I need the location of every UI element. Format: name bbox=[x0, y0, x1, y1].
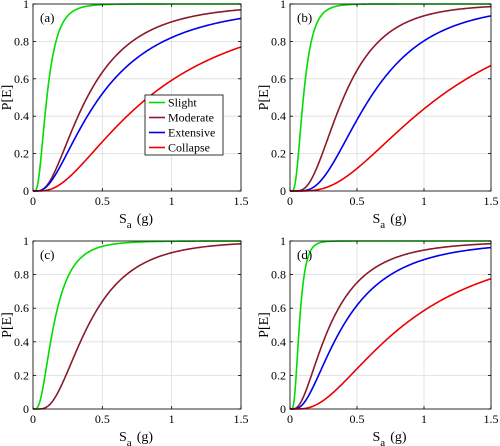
y-tick-label: 0 bbox=[280, 184, 286, 198]
x-tick-label: 1 bbox=[421, 194, 427, 208]
x-tick-label: 0.5 bbox=[95, 194, 110, 208]
x-tick-label: 1 bbox=[421, 412, 427, 426]
y-axis-label: P[E] bbox=[0, 85, 15, 111]
panel-label: (a) bbox=[40, 10, 54, 25]
y-tick-label: 0.8 bbox=[14, 34, 29, 48]
x-axis-label-unit: (g) bbox=[137, 430, 154, 445]
y-tick-label: 0.8 bbox=[14, 268, 29, 282]
legend-label-slight: Slight bbox=[168, 96, 197, 110]
x-tick-label: 1.5 bbox=[484, 194, 499, 208]
y-tick-label: 0.6 bbox=[271, 72, 286, 86]
x-axis-label-subscript: a bbox=[127, 437, 132, 446]
x-tick-label: 0.5 bbox=[350, 194, 365, 208]
series-line-moderate bbox=[33, 8, 242, 192]
x-axis-label-main: S bbox=[373, 430, 381, 445]
axes-frame bbox=[289, 3, 492, 192]
y-tick-label: 1 bbox=[23, 234, 29, 248]
y-tick-label: 1 bbox=[23, 0, 29, 11]
x-axis-label: Sa (g) bbox=[119, 212, 153, 231]
chart-panel-d: 0 0.5 1 1.5 0 0.2 0.4 0.6 0.8 1 (d) P[E] Sa (g) bbox=[257, 234, 499, 446]
x-axis-label-subscript: a bbox=[127, 219, 132, 231]
x-axis-label: Sa (g) bbox=[373, 212, 407, 231]
x-axis-label: Sa (g) bbox=[119, 430, 153, 446]
x-axis-label-unit: (g) bbox=[137, 212, 154, 227]
series-line-extensive bbox=[33, 17, 242, 192]
y-tick-label: 0.6 bbox=[271, 301, 286, 315]
panel-label: (b) bbox=[297, 10, 312, 25]
axes-frame bbox=[289, 240, 492, 410]
x-tick-label: 0 bbox=[287, 412, 293, 426]
legend-label-extensive: Extensive bbox=[168, 126, 215, 140]
y-tick-label: 0 bbox=[23, 402, 29, 416]
series-line-collapse bbox=[290, 277, 492, 410]
x-axis-label-subscript: a bbox=[380, 219, 385, 231]
series-line-moderate bbox=[290, 5, 492, 192]
y-axis-label: P[E] bbox=[0, 312, 15, 338]
y-tick-label: 0.2 bbox=[14, 368, 29, 382]
x-axis-label: Sa (g) bbox=[373, 430, 407, 446]
y-tick-label: 0.4 bbox=[14, 335, 29, 349]
y-tick-label: 0.2 bbox=[271, 368, 286, 382]
y-tick-label: 0.2 bbox=[271, 147, 286, 161]
x-tick-label: 0 bbox=[30, 412, 36, 426]
x-tick-label: 0 bbox=[287, 194, 293, 208]
panel-label: (c) bbox=[40, 247, 54, 262]
x-axis-label-main: S bbox=[373, 212, 381, 227]
y-tick-label: 0.4 bbox=[271, 335, 286, 349]
axes-frame bbox=[32, 240, 242, 410]
axes-frame bbox=[32, 3, 242, 192]
x-tick-label: 0.5 bbox=[95, 412, 110, 426]
y-tick-label: 1 bbox=[280, 234, 286, 248]
y-axis-label: P[E] bbox=[257, 312, 272, 338]
y-tick-label: 0.4 bbox=[14, 109, 29, 123]
x-axis-label-subscript: a bbox=[380, 437, 385, 446]
panel-label: (d) bbox=[297, 247, 312, 262]
y-tick-label: 0.6 bbox=[14, 301, 29, 315]
x-axis-label-main: S bbox=[119, 430, 127, 445]
legend-label-moderate: Moderate bbox=[168, 111, 214, 125]
chart-panel-c: 0 0.5 1 1.5 0 0.2 0.4 0.6 0.8 1 (c) P[E] Sa (g) bbox=[0, 234, 249, 446]
x-tick-label: 0.5 bbox=[350, 412, 365, 426]
series-line-moderate bbox=[33, 242, 242, 410]
y-tick-label: 0 bbox=[280, 402, 286, 416]
chart-panel-b: 0 0.5 1 1.5 0 0.2 0.4 0.6 0.8 1 (b) P[E] Sa (g) bbox=[257, 0, 499, 231]
series-line-extensive bbox=[290, 15, 492, 192]
legend-box bbox=[144, 94, 224, 156]
y-tick-label: 0.4 bbox=[271, 109, 286, 123]
x-tick-label: 0 bbox=[30, 194, 36, 208]
x-axis-label-unit: (g) bbox=[390, 430, 407, 445]
series-line-moderate bbox=[290, 242, 492, 410]
series-line-extensive bbox=[290, 246, 492, 410]
y-tick-label: 1 bbox=[280, 0, 286, 11]
x-tick-label: 1 bbox=[169, 412, 175, 426]
x-tick-label: 1 bbox=[169, 194, 175, 208]
y-tick-label: 0 bbox=[23, 184, 29, 198]
x-axis-label-unit: (g) bbox=[390, 212, 407, 227]
x-tick-label: 1.5 bbox=[484, 412, 499, 426]
series-line-slight bbox=[290, 240, 491, 410]
y-tick-label: 0.2 bbox=[14, 147, 29, 161]
y-tick-label: 0.6 bbox=[14, 72, 29, 86]
chart-panel-a: 0 0.5 1 1.5 0 0.2 0.4 0.6 0.8 1 (a) P[E] Sa (g) Slight… bbox=[0, 0, 249, 231]
series-line-collapse bbox=[33, 46, 242, 192]
x-tick-label: 1.5 bbox=[234, 412, 249, 426]
x-tick-label: 1.5 bbox=[234, 194, 249, 208]
series-line-collapse bbox=[290, 64, 492, 192]
y-axis-label: P[E] bbox=[257, 85, 272, 111]
y-tick-label: 0.8 bbox=[271, 268, 286, 282]
legend-label-collapse: Collapse bbox=[168, 141, 210, 155]
x-axis-label-main: S bbox=[119, 212, 127, 227]
y-tick-label: 0.8 bbox=[271, 34, 286, 48]
